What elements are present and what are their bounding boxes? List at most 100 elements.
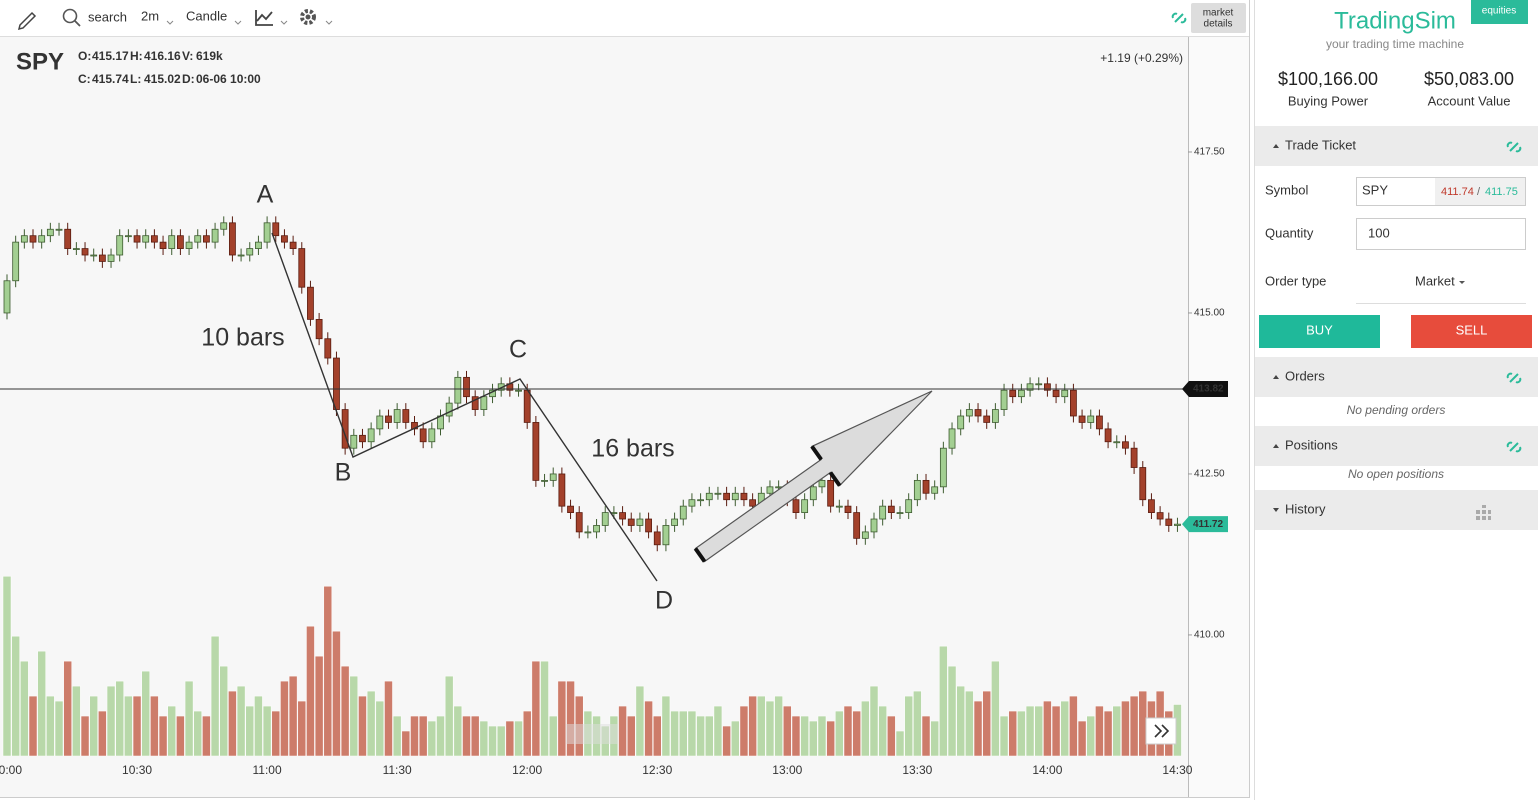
volume-bar — [384, 680, 393, 756]
volume-bar — [323, 585, 333, 756]
badge-label: equities — [1482, 6, 1516, 17]
section-title: History — [1285, 501, 1326, 516]
axes: 410.00 412.50 415.00 417.50 10:00 10:30 11:00 1… — [0, 147, 1228, 777]
volume-bar — [878, 705, 887, 756]
link-icon[interactable] — [1506, 141, 1522, 153]
link-icon[interactable] — [1506, 372, 1522, 384]
x-tick-label: 11:00 — [253, 763, 282, 777]
buy-button[interactable] — [1259, 315, 1380, 348]
zoom-control[interactable] — [566, 724, 618, 744]
candle-body — [584, 531, 592, 534]
volume-bar — [1095, 705, 1104, 756]
section-title: Positions — [1285, 437, 1338, 452]
candle-body — [463, 376, 470, 398]
label: Account Value — [1428, 93, 1511, 108]
candle-body — [454, 376, 462, 404]
volume-bar — [982, 690, 991, 756]
volume-bar — [236, 685, 246, 756]
legend-value: 416.16 — [144, 49, 181, 63]
section-header[interactable] — [1255, 357, 1538, 397]
history-icon[interactable] — [1476, 505, 1491, 520]
button-label: SELL — [1456, 322, 1488, 337]
volume-bar — [852, 710, 861, 756]
collapse-icon — [1273, 375, 1279, 379]
volume-bar — [436, 715, 445, 756]
candle-body — [714, 492, 722, 495]
volume-bar — [661, 695, 671, 756]
volume-bar — [913, 690, 922, 756]
search-icon[interactable] — [62, 8, 78, 24]
last-price-tag — [1182, 516, 1228, 533]
volume-bar — [1069, 695, 1078, 756]
candle-body — [1009, 389, 1017, 398]
candle-body — [12, 241, 20, 282]
candle-body — [532, 422, 540, 481]
chart-panel — [0, 0, 1250, 798]
volume-bar — [687, 710, 697, 756]
indicator-icon[interactable] — [255, 10, 273, 26]
annotation: 16 bars — [591, 435, 674, 463]
price-tag — [1182, 380, 1228, 397]
volume-bar — [106, 685, 116, 756]
candle-body — [64, 228, 72, 249]
search-box[interactable]: search — [88, 9, 127, 24]
candle-body — [861, 531, 869, 539]
candle-body — [20, 235, 28, 243]
search-icon — [74, 20, 81, 27]
volume-bar — [635, 685, 645, 756]
candle-body — [1174, 523, 1181, 526]
style-select[interactable]: Candle — [186, 8, 227, 23]
volume-bar — [20, 660, 29, 756]
market-details-button[interactable] — [1191, 3, 1246, 33]
x-tick-label: 14:00 — [1032, 763, 1062, 777]
settings-icon[interactable] — [300, 9, 316, 25]
candle-body — [1061, 389, 1069, 398]
section-header[interactable] — [1255, 426, 1538, 466]
section-header[interactable] — [1255, 126, 1538, 166]
candle-body — [627, 518, 635, 526]
candle-body — [879, 505, 887, 520]
order-type-select[interactable]: Market — [1415, 273, 1455, 288]
candle-body — [142, 235, 150, 243]
candle-body — [176, 235, 184, 249]
settings-icon — [305, 14, 311, 20]
volume-bar — [392, 715, 402, 756]
volume-bar — [314, 655, 324, 756]
y-tick-label: 415.00 — [1194, 308, 1225, 319]
volume-bar — [410, 715, 419, 756]
volume-bar — [644, 700, 653, 756]
volume-bar — [2, 576, 12, 756]
candle-body — [55, 228, 63, 231]
candle-body — [705, 492, 713, 501]
pencil-icon[interactable] — [17, 11, 37, 31]
volume-bar — [167, 705, 176, 756]
quantity-input[interactable] — [1356, 218, 1526, 250]
volume-bar — [46, 695, 55, 756]
candle-body — [1165, 518, 1173, 526]
candle-body — [437, 415, 444, 430]
link-icon[interactable] — [1506, 441, 1522, 453]
candle-body — [229, 222, 236, 256]
candle-body — [844, 505, 852, 513]
candle-body — [480, 396, 488, 410]
volume-bar — [774, 695, 783, 756]
candle-body — [402, 409, 410, 423]
link-icon[interactable] — [1171, 12, 1187, 24]
volume-bar — [193, 710, 202, 756]
candle-body — [679, 505, 687, 520]
volume-bar — [306, 625, 315, 756]
volume-bar — [150, 695, 159, 756]
volume-bar — [973, 700, 983, 756]
y-tick-label: 417.50 — [1194, 147, 1225, 158]
candle-body — [324, 338, 332, 359]
interval-select[interactable]: 2m — [141, 8, 159, 23]
legend-value: 06-06 10:00 — [196, 72, 261, 86]
volume-bar — [817, 715, 827, 756]
candle-body — [671, 518, 678, 526]
volume-bar — [418, 715, 428, 756]
scroll-icon — [1154, 724, 1170, 738]
candle-body — [549, 473, 557, 481]
candle-body — [3, 280, 11, 314]
sell-button[interactable] — [1411, 315, 1532, 348]
volume-bar — [921, 715, 931, 756]
